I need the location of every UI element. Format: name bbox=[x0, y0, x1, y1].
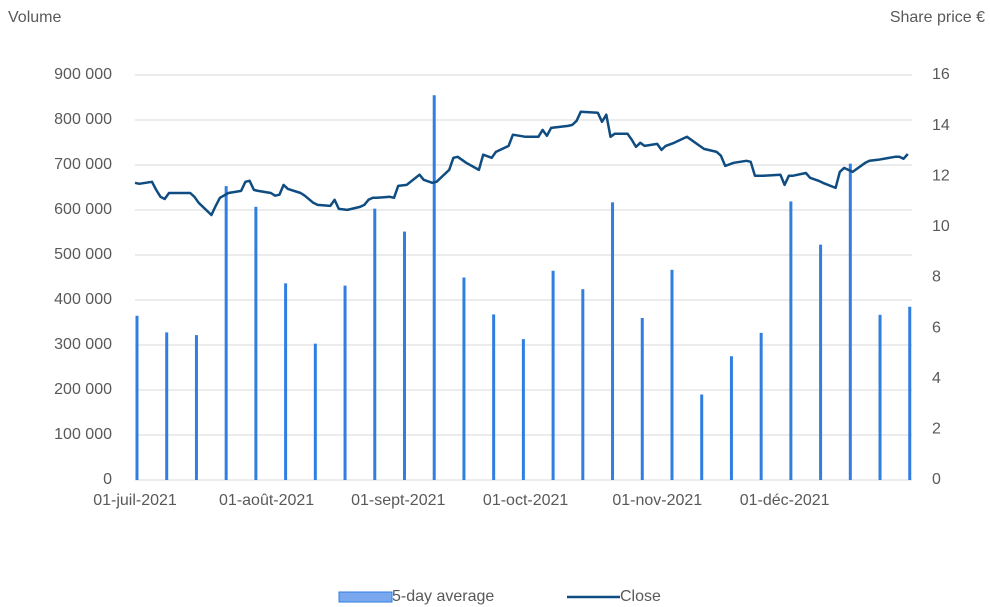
x-tick-label: 01-déc-2021 bbox=[740, 492, 830, 509]
x-tick-label: 01-oct-2021 bbox=[483, 492, 568, 509]
bar bbox=[343, 285, 347, 480]
legend-label: Close bbox=[620, 588, 661, 605]
y-tick-label: 300 000 bbox=[54, 336, 112, 353]
bar bbox=[373, 208, 377, 480]
bar bbox=[462, 277, 466, 480]
y-axis-title: Volume bbox=[8, 9, 61, 26]
x-tick-label: 01-juil-2021 bbox=[93, 492, 177, 509]
bar bbox=[759, 332, 763, 480]
bar bbox=[848, 163, 852, 480]
y-tick-label: 600 000 bbox=[54, 201, 112, 218]
bar bbox=[254, 206, 258, 480]
bar bbox=[729, 356, 733, 480]
bar bbox=[670, 269, 674, 480]
bar bbox=[492, 314, 496, 480]
legend-swatch bbox=[338, 591, 393, 603]
x-tick-label: 01-août-2021 bbox=[219, 492, 314, 509]
line bbox=[134, 110, 909, 217]
y-tick-label: 200 000 bbox=[54, 381, 112, 398]
y2-axis-title: Share price € bbox=[890, 9, 985, 26]
y-tick-label: 900 000 bbox=[54, 66, 112, 83]
y2-tick-label: 12 bbox=[932, 167, 950, 184]
x-tick-label: 01-nov-2021 bbox=[612, 492, 702, 509]
bar bbox=[194, 335, 198, 480]
bar bbox=[165, 332, 169, 480]
x-tick-label: 01-sept-2021 bbox=[351, 492, 445, 509]
bar bbox=[521, 339, 525, 480]
bar bbox=[402, 231, 406, 480]
bar bbox=[313, 343, 317, 480]
bar bbox=[789, 201, 793, 480]
y2-tick-label: 16 bbox=[932, 66, 950, 83]
bar bbox=[432, 95, 436, 480]
bar bbox=[819, 244, 823, 480]
y-tick-label: 0 bbox=[103, 471, 112, 488]
bar bbox=[640, 318, 644, 480]
bar bbox=[611, 202, 615, 480]
y-tick-label: 400 000 bbox=[54, 291, 112, 308]
y2-tick-label: 4 bbox=[932, 370, 941, 387]
y2-tick-label: 6 bbox=[932, 319, 941, 336]
bar bbox=[284, 283, 288, 480]
bar bbox=[135, 315, 139, 480]
legend-label: 5-day average bbox=[392, 588, 494, 605]
bar bbox=[551, 270, 555, 480]
y2-tick-label: 10 bbox=[932, 218, 950, 235]
y2-tick-label: 2 bbox=[932, 421, 941, 438]
bar bbox=[700, 394, 704, 480]
y2-tick-label: 0 bbox=[932, 471, 941, 488]
y-tick-label: 500 000 bbox=[54, 246, 112, 263]
y-tick-label: 100 000 bbox=[54, 426, 112, 443]
bar bbox=[908, 306, 912, 480]
y2-tick-label: 14 bbox=[932, 117, 950, 134]
y-tick-label: 800 000 bbox=[54, 111, 112, 128]
bar bbox=[581, 289, 585, 480]
bar bbox=[224, 186, 228, 480]
y2-tick-label: 8 bbox=[932, 269, 941, 286]
y-tick-label: 700 000 bbox=[54, 156, 112, 173]
bar bbox=[878, 314, 882, 480]
